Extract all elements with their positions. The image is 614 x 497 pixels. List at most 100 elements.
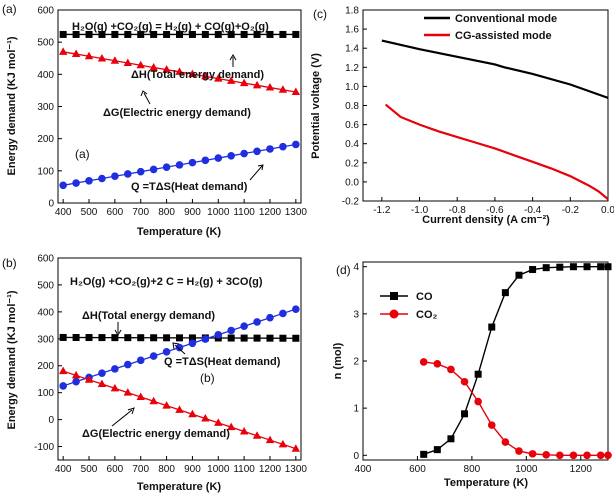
panel-a-series-0-point [111, 30, 119, 38]
panel-a-xtick-label: 800 [158, 207, 175, 218]
panel-a-ytick-label: 100 [37, 166, 54, 177]
panel-a-series-2-point [72, 179, 80, 187]
panel-a-ytick-label: 500 [37, 38, 54, 49]
panel-a-series-1-point [149, 62, 158, 71]
panel-c-ytick-label: 1.2 [345, 63, 359, 74]
panel-b-xtick-label: 1000 [207, 464, 230, 475]
panel-b-series-1-point [111, 365, 119, 373]
panel-b-series-1-point [227, 326, 236, 335]
panel-d-ytick-label: 1 [353, 404, 359, 415]
legend-label-co: CO [416, 291, 433, 303]
panel-d-series-0-point [474, 370, 482, 378]
panel-a-label: (a) [2, 2, 17, 16]
panel-b-ytick-label: 0 [48, 415, 54, 426]
panel-b-series-1-point [59, 382, 67, 390]
panel-d-series-1-point [460, 377, 469, 386]
panel-b-series-1-point [292, 305, 300, 313]
panel-b-series-0-point [253, 334, 261, 342]
panel-d-frame [362, 261, 609, 461]
panel-b-series-0-point [137, 334, 145, 342]
panel-a-arrowhead-dh [229, 54, 237, 61]
panel-d-series-0-point [461, 410, 469, 418]
panel-a-ytick-label: 400 [37, 70, 54, 81]
panel-b-series-1-point [266, 313, 274, 322]
panel-b-series-1-point [279, 309, 287, 318]
panel-c-ytick-label: 0.4 [345, 139, 359, 150]
panel-a-annotation-q: Q =TΔS(Heat demand) [131, 181, 248, 193]
panel-b-series-2-point [175, 405, 184, 413]
panel-b-series-2-point [136, 392, 145, 400]
panel-b-series-0-point [59, 333, 67, 341]
panel-a-annotation-dg: ΔG(Electric energy demand) [103, 107, 251, 119]
panel-b-xtick-label: 800 [158, 464, 175, 475]
legend-label-co2: CO₂ [416, 309, 438, 321]
panel-d-ticks: 400 600 800 1000 1200 0 1 2 3 4 [353, 262, 592, 475]
panel-d-series-1-point [419, 358, 428, 366]
panel-a-xtick-label: 700 [132, 207, 149, 218]
panel-b-arrowhead-dh [114, 329, 122, 336]
panel-a-series-2-point [85, 176, 93, 185]
panel-a: (a) 400 500 600 700 800 900 1000 1100 1200 1300 0 1… [2, 2, 307, 238]
panel-b-series-0-point [72, 333, 80, 341]
panel-d-series [419, 263, 612, 460]
panel-b-series-0-point [98, 334, 106, 342]
panel-b-series-1-point [72, 377, 80, 386]
panel-a-series-2-point [149, 165, 158, 174]
panel-b-inner-label: (b) [200, 371, 215, 385]
panel-a-series-0-point [59, 30, 67, 38]
panel-a-series [58, 30, 301, 190]
panel-a-ylabel: Energy demand (KJ mol⁻¹) [6, 36, 18, 175]
panel-a-series-0-point [266, 30, 274, 38]
panel-b-series-0-point [85, 334, 93, 342]
panel-c-series-1-line [384, 103, 609, 200]
panel-d-series-1-point [515, 447, 523, 455]
panel-b-series-2-point [227, 422, 236, 431]
panel-c-ytick-label: 0.6 [345, 120, 359, 131]
panel-d-series-1-point [583, 451, 591, 460]
panel-a-series-0-point [240, 30, 248, 38]
panel-d-series-0-point [433, 446, 441, 454]
panel-b-series-0-point [163, 334, 171, 342]
panel-b-ytick-label: 200 [37, 361, 54, 372]
panel-a-series-0-point [188, 30, 196, 38]
panel-b-series-1-point [98, 369, 106, 377]
panel-c: (c) -1.2 -1.0 -0.8 -0.6 -0.4 -0.2 0.0 -0.2 0.0 0.… [310, 6, 614, 227]
panel-d-legend: CO CO₂ [380, 291, 438, 321]
panel-d-series-0-point [501, 289, 509, 297]
panel-d-series-1-point [542, 451, 551, 459]
panel-a-series-2-point [279, 142, 287, 151]
panel-b-arrow-q [174, 344, 186, 355]
panel-a-xtick-label: 1100 [233, 207, 255, 218]
panel-a-annotation-dh: ΔH(Total energy demand) [131, 69, 264, 81]
panel-d-series-0-line [423, 266, 608, 456]
panel-c-ytick-label: 0.8 [345, 101, 359, 112]
panel-a-series-1-point [162, 65, 171, 73]
panel-a-ytick-label: 600 [37, 6, 54, 17]
legend-marker-co [390, 292, 398, 300]
panel-a-series-2-point [292, 140, 300, 149]
panel-a-series-2-point [59, 181, 67, 190]
panel-b-series-0-point [227, 334, 235, 342]
panel-b-label: (b) [2, 256, 17, 270]
panel-a-xtick-label: 1200 [259, 207, 282, 218]
panel-b-xtick-label: 1100 [233, 464, 255, 475]
panel-a-series-2-point [98, 174, 106, 183]
panel-c-ytick-label: 1.4 [345, 44, 359, 55]
panel-c-ytick-label: 1.6 [345, 25, 359, 36]
panel-b-xtick-label: 700 [132, 464, 149, 475]
panel-c-ylabel: Potential voltage (V) [310, 53, 322, 159]
panel-b-ylabel: Energy demand (KJ mol⁻¹) [6, 290, 18, 429]
panel-c-ytick-label: 1.0 [345, 82, 359, 93]
panel-d-xtick-label: 600 [409, 464, 426, 475]
panel-d-series-0-point [488, 323, 496, 331]
panel-b-series-1-point [253, 318, 261, 326]
panel-d-xlabel: Temperature (K) [444, 477, 528, 489]
panel-a-xtick-label: 400 [55, 207, 72, 218]
panel-d-series-0-point [420, 450, 428, 458]
panel-a-xtick-label: 1000 [207, 207, 230, 218]
panel-c-legend: Conventional mode CG-assisted mode [424, 13, 557, 42]
panel-b-equation: H₂O(g) +CO₂(g)+2 C = H₂(g) + 3CO(g) [70, 276, 263, 288]
panel-a-series-1-point [84, 51, 94, 60]
panel-c-ytick-label: 1.8 [345, 6, 359, 17]
